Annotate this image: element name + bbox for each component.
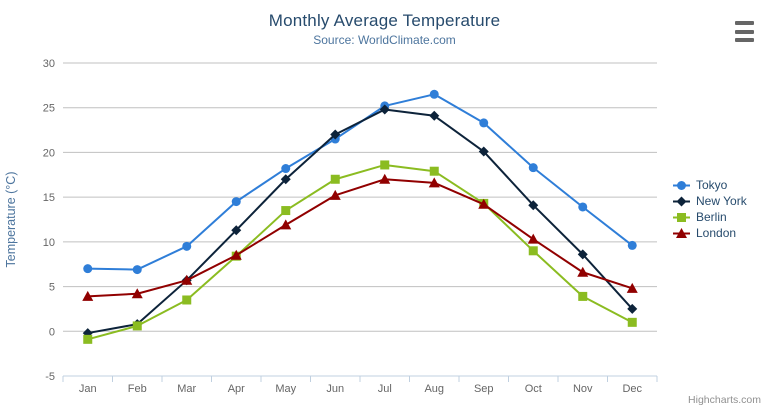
x-axis-tick-label: Apr: [228, 383, 245, 395]
series-line-new-york[interactable]: [86, 108, 634, 335]
x-axis-tick-label: Feb: [128, 383, 147, 395]
legend: Tokyo New York Berlin London: [673, 177, 747, 241]
data-point-tokyo[interactable]: [231, 197, 241, 207]
y-axis-tick-label: 5: [49, 282, 55, 294]
x-axis-tick-label: Jan: [79, 383, 97, 395]
x-axis-tick-label: May: [275, 383, 296, 395]
data-point-tokyo[interactable]: [479, 118, 489, 128]
data-point-berlin[interactable]: [429, 166, 439, 176]
data-point-new-york[interactable]: [330, 129, 341, 140]
data-point-berlin[interactable]: [83, 334, 93, 344]
data-point-london[interactable]: [478, 198, 490, 209]
data-point-new-york[interactable]: [379, 104, 390, 115]
data-point-berlin[interactable]: [627, 317, 637, 327]
data-point-london[interactable]: [577, 266, 589, 277]
series-line-tokyo[interactable]: [86, 93, 634, 271]
legend-symbol-diamond-icon: [673, 196, 690, 206]
data-point-berlin[interactable]: [528, 246, 538, 256]
data-point-new-york[interactable]: [231, 225, 242, 236]
data-point-london[interactable]: [428, 177, 440, 188]
y-axis-tick-label: 20: [43, 147, 55, 159]
series-london[interactable]: [82, 173, 638, 301]
context-menu-button[interactable]: [735, 21, 754, 42]
x-axis-tick-label: Oct: [525, 383, 542, 395]
legend-item-tokyo[interactable]: Tokyo: [673, 177, 747, 193]
y-axis-tick-label: 30: [43, 58, 55, 70]
data-point-berlin[interactable]: [380, 160, 390, 170]
series-line-london[interactable]: [86, 178, 634, 298]
legend-label: New York: [696, 194, 747, 208]
data-point-london[interactable]: [181, 274, 193, 285]
data-point-new-york[interactable]: [577, 249, 588, 260]
legend-marker: [677, 212, 686, 222]
series-line-berlin[interactable]: [86, 163, 634, 341]
data-point-tokyo[interactable]: [83, 264, 93, 274]
data-point-berlin[interactable]: [330, 174, 340, 184]
data-point-berlin[interactable]: [281, 206, 291, 216]
x-axis-tick-label: Nov: [573, 383, 593, 395]
data-point-berlin[interactable]: [132, 321, 142, 331]
hamburger-icon: [735, 29, 754, 34]
legend-marker: [677, 180, 686, 190]
credits-link[interactable]: Highcharts.com: [688, 394, 761, 406]
data-point-new-york[interactable]: [528, 200, 539, 211]
x-axis-tick-label: Mar: [177, 383, 196, 395]
x-axis-tick-label: Sep: [474, 383, 494, 395]
y-axis-title: Temperature (°C): [4, 172, 18, 268]
data-point-london[interactable]: [527, 233, 539, 244]
y-axis-tick-label: 0: [49, 326, 55, 338]
data-point-london[interactable]: [280, 219, 292, 230]
x-axis-tick-label: Jul: [378, 383, 392, 395]
legend-symbol-triangle-up-icon: [673, 227, 690, 238]
legend-item-new-york[interactable]: New York: [673, 193, 747, 209]
data-point-tokyo[interactable]: [578, 202, 588, 212]
x-axis-tick-label: Jun: [326, 383, 344, 395]
legend-label: Berlin: [696, 210, 727, 224]
chart-title: Monthly Average Temperature: [268, 11, 501, 30]
legend-label: London: [696, 226, 737, 240]
legend-marker: [676, 227, 687, 238]
data-point-berlin[interactable]: [578, 291, 588, 301]
data-point-tokyo[interactable]: [627, 240, 637, 250]
legend-item-london[interactable]: London: [673, 225, 747, 241]
legend-symbol-square-icon: [673, 212, 690, 222]
data-point-tokyo[interactable]: [528, 163, 538, 173]
data-point-tokyo[interactable]: [132, 265, 142, 275]
data-point-london[interactable]: [131, 288, 143, 299]
legend-item-berlin[interactable]: Berlin: [673, 209, 747, 225]
data-point-new-york[interactable]: [429, 110, 440, 121]
x-axis-tick-label: Dec: [622, 383, 642, 395]
x-axis-tick-label: Aug: [424, 383, 444, 395]
data-point-tokyo[interactable]: [182, 241, 192, 251]
series-new-york[interactable]: [82, 104, 638, 339]
data-point-tokyo[interactable]: [429, 89, 439, 99]
legend-symbol-circle-icon: [673, 180, 690, 190]
series-tokyo[interactable]: [83, 89, 637, 275]
data-point-london[interactable]: [379, 173, 391, 184]
hamburger-icon: [735, 21, 754, 25]
y-axis-tick-label: 15: [43, 192, 55, 204]
legend-marker: [676, 196, 687, 206]
data-point-berlin[interactable]: [182, 295, 192, 305]
data-point-london[interactable]: [329, 189, 341, 200]
chart-subtitle: Source: WorldClimate.com: [313, 33, 456, 47]
hamburger-icon: [735, 38, 754, 42]
y-axis-tick-label: 10: [43, 237, 55, 249]
y-axis-tick-label: 25: [43, 103, 55, 115]
data-point-new-york[interactable]: [627, 303, 638, 314]
y-axis-tick-label: -5: [45, 371, 55, 383]
data-point-london[interactable]: [626, 282, 638, 293]
legend-label: Tokyo: [696, 178, 728, 192]
data-point-london[interactable]: [82, 290, 94, 301]
data-point-tokyo[interactable]: [281, 164, 291, 174]
data-point-london[interactable]: [230, 249, 242, 260]
data-point-new-york[interactable]: [280, 174, 291, 185]
data-point-new-york[interactable]: [478, 146, 489, 157]
